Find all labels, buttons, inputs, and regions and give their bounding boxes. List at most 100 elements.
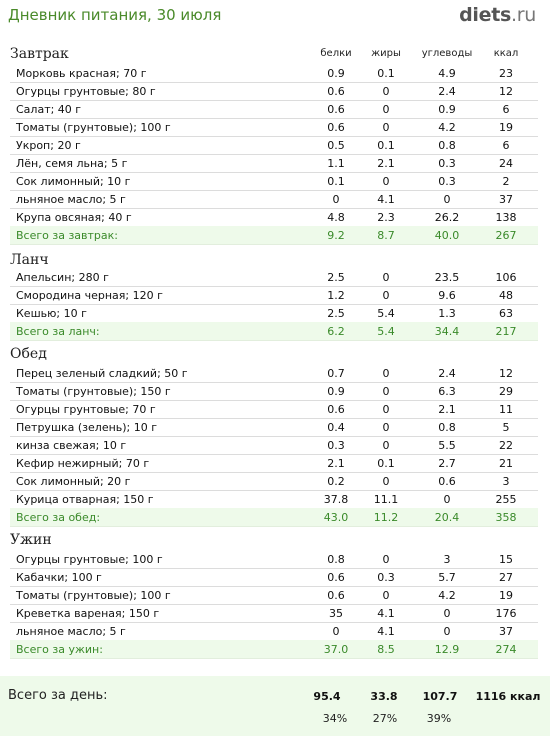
- food-carbs: 0.8: [438, 139, 456, 152]
- meal-total-kcal: 217: [495, 325, 517, 338]
- food-row: Сок лимонный; 10 г 0.1 0 0.3 2: [10, 172, 538, 191]
- food-fat: 4.1: [377, 193, 395, 206]
- section-title-lunch: Ланч: [10, 252, 49, 268]
- meal-total-fat: 8.5: [377, 643, 395, 656]
- food-fat: 0.1: [377, 67, 395, 80]
- meal-total-row: Всего за обед: 43.0 11.2 20.4 358: [10, 508, 538, 527]
- food-carbs: 1.3: [438, 307, 456, 320]
- page-title: Дневник питания, 30 июля: [8, 6, 222, 24]
- section-title-breakfast: Завтрак: [10, 46, 69, 62]
- meal-total-label: Всего за ланч:: [16, 325, 100, 338]
- food-carbs: 0.3: [438, 175, 456, 188]
- food-carbs: 23.5: [434, 271, 460, 284]
- meal-total-fat: 8.7: [377, 229, 395, 242]
- food-carbs: 0.6: [438, 475, 456, 488]
- day-total-kcal: 1116 ккал: [475, 690, 541, 703]
- food-protein: 0.9: [327, 385, 345, 398]
- food-fat: 0: [382, 85, 390, 98]
- meal-total-carbs: 20.4: [434, 511, 460, 524]
- day-total-protein: 95.4: [313, 690, 341, 703]
- food-protein: 0.6: [327, 589, 345, 602]
- food-protein: 0.6: [327, 85, 345, 98]
- food-name: Огурцы грунтовые; 100 г: [16, 553, 163, 566]
- day-total-panel: Всего за день: 95.4 33.8 107.7 1116 ккал…: [0, 676, 550, 736]
- food-row: Кешью; 10 г 2.5 5.4 1.3 63: [10, 304, 538, 323]
- column-header-fat: жиры: [371, 48, 401, 59]
- food-kcal: 2: [502, 175, 510, 188]
- food-protein: 0.5: [327, 139, 345, 152]
- day-total-fat-percent: 27%: [372, 712, 398, 725]
- food-protein: 1.1: [327, 157, 345, 170]
- food-kcal: 19: [499, 589, 513, 602]
- meal-total-label: Всего за ужин:: [16, 643, 103, 656]
- food-kcal: 12: [499, 367, 513, 380]
- food-row: Апельсин; 280 г 2.5 0 23.5 106: [10, 268, 538, 287]
- food-protein: 37.8: [323, 493, 349, 506]
- food-carbs: 4.9: [438, 67, 456, 80]
- food-kcal: 27: [499, 571, 513, 584]
- meal-total-row: Всего за ужин: 37.0 8.5 12.9 274: [10, 640, 538, 659]
- food-name: Кабачки; 100 г: [16, 571, 102, 584]
- food-name: Огурцы грунтовые; 80 г: [16, 85, 156, 98]
- food-row: Огурцы грунтовые; 70 г 0.6 0 2.1 11: [10, 400, 538, 419]
- food-row: Морковь красная; 70 г 0.9 0.1 4.9 23: [10, 64, 538, 83]
- meal-total-kcal: 358: [495, 511, 517, 524]
- logo-main: diets: [459, 4, 511, 26]
- food-kcal: 24: [499, 157, 513, 170]
- food-fat: 0.1: [377, 139, 395, 152]
- food-protein: 0.1: [327, 175, 345, 188]
- site-logo[interactable]: diets.ru: [459, 4, 536, 26]
- food-row: Огурцы грунтовые; 80 г 0.6 0 2.4 12: [10, 82, 538, 101]
- food-protein: 0.3: [327, 439, 345, 452]
- food-name: Сок лимонный; 20 г: [16, 475, 131, 488]
- food-name: Кешью; 10 г: [16, 307, 87, 320]
- day-total-carbs-percent: 39%: [426, 712, 452, 725]
- food-protein: 0.2: [327, 475, 345, 488]
- food-protein: 2.1: [327, 457, 345, 470]
- food-name: Укроп; 20 г: [16, 139, 81, 152]
- food-kcal: 48: [499, 289, 513, 302]
- food-name: Апельсин; 280 г: [16, 271, 109, 284]
- meal-total-protein: 9.2: [327, 229, 345, 242]
- food-kcal: 138: [495, 211, 517, 224]
- food-row: Перец зеленый сладкий; 50 г 0.7 0 2.4 12: [10, 364, 538, 383]
- food-fat: 0: [382, 103, 390, 116]
- food-carbs: 9.6: [438, 289, 456, 302]
- food-row: Сок лимонный; 20 г 0.2 0 0.6 3: [10, 472, 538, 491]
- food-protein: 0.6: [327, 103, 345, 116]
- column-header-kcal: ккал: [493, 48, 519, 59]
- food-row: Петрушка (зелень); 10 г 0.4 0 0.8 5: [10, 418, 538, 437]
- food-fat: 0: [382, 367, 390, 380]
- food-row: Крупа овсяная; 40 г 4.8 2.3 26.2 138: [10, 208, 538, 227]
- food-protein: 0: [332, 193, 340, 206]
- food-name: Курица отварная; 150 г: [16, 493, 154, 506]
- column-header-carbs: углеводы: [421, 48, 473, 59]
- food-carbs: 2.4: [438, 85, 456, 98]
- food-protein: 0.6: [327, 121, 345, 134]
- day-total-fat: 33.8: [370, 690, 398, 703]
- food-name: Креветка вареная; 150 г: [16, 607, 160, 620]
- day-total-label: Всего за день:: [8, 688, 108, 703]
- meal-total-row: Всего за ланч: 6.2 5.4 34.4 217: [10, 322, 538, 341]
- food-fat: 4.1: [377, 607, 395, 620]
- food-row: Креветка вареная; 150 г 35 4.1 0 176: [10, 604, 538, 623]
- food-row: льняное масло; 5 г 0 4.1 0 37: [10, 622, 538, 641]
- food-fat: 0: [382, 289, 390, 302]
- food-carbs: 26.2: [434, 211, 460, 224]
- food-fat: 0: [382, 421, 390, 434]
- food-fat: 11.1: [373, 493, 399, 506]
- food-kcal: 6: [502, 103, 510, 116]
- food-carbs: 0: [443, 493, 451, 506]
- food-kcal: 5: [502, 421, 510, 434]
- food-carbs: 0.9: [438, 103, 456, 116]
- meal-total-fat: 5.4: [377, 325, 395, 338]
- food-name: Крупа овсяная; 40 г: [16, 211, 132, 224]
- food-fat: 0: [382, 589, 390, 602]
- food-kcal: 37: [499, 625, 513, 638]
- food-kcal: 12: [499, 85, 513, 98]
- food-kcal: 3: [502, 475, 510, 488]
- food-fat: 0: [382, 175, 390, 188]
- food-row: льняное масло; 5 г 0 4.1 0 37: [10, 190, 538, 209]
- section-title-supper: Ужин: [10, 532, 52, 548]
- food-protein: 0: [332, 625, 340, 638]
